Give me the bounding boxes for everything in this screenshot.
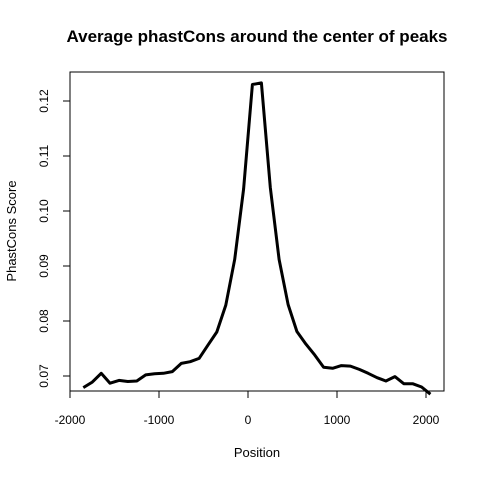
x-tick-label: 2000: [413, 413, 440, 427]
y-axis-label: PhastCons Score: [4, 180, 19, 281]
x-axis-label: Position: [234, 445, 280, 460]
series-layer: [82, 81, 432, 396]
y-tick-label: 0.09: [37, 254, 51, 278]
y-tick-label: 0.12: [37, 89, 51, 113]
y-tick-label: 0.08: [37, 309, 51, 333]
y-tick-label: 0.10: [37, 199, 51, 223]
y-tick-label: 0.07: [37, 364, 51, 388]
x-tick-label: -2000: [55, 413, 86, 427]
x-tick-label: 1000: [324, 413, 351, 427]
x-tick-label: -1000: [144, 413, 175, 427]
y-tick-label: 0.11: [37, 144, 51, 167]
y-axis: 0.07 0.08 0.09 0.10 0.11 0.12: [37, 89, 71, 388]
series-line: [82, 81, 432, 396]
chart-title: Average phastCons around the center of p…: [66, 27, 447, 46]
x-axis: -2000 -1000 0 1000 2000: [55, 390, 440, 427]
plot-area-border: [69, 71, 445, 392]
x-tick-label: 0: [245, 413, 252, 427]
